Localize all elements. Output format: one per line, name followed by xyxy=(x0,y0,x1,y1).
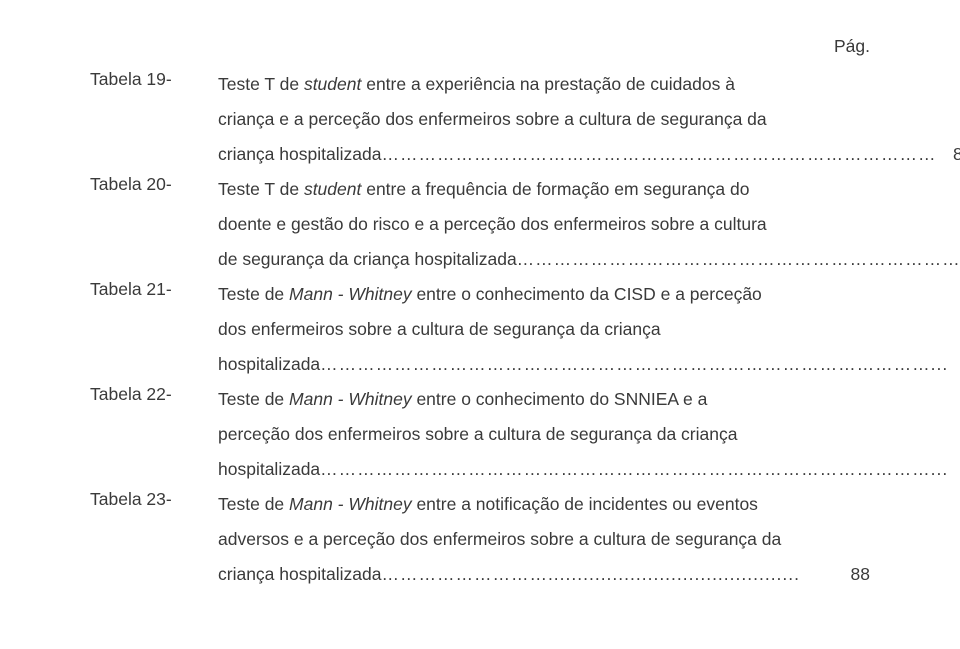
toc-text-line: doente e gestão do risco e a perceção do… xyxy=(218,207,960,242)
toc-text: Teste de Mann - Whitney entre a notifica… xyxy=(218,487,834,592)
toc-label: Tabela 21- xyxy=(90,277,218,300)
toc-text-segment: entre a frequência de formação em segura… xyxy=(361,179,749,199)
toc-text: Teste de Mann - Whitney entre o conhecim… xyxy=(218,382,948,487)
toc-page-number: 88 xyxy=(834,564,870,592)
toc-dots: ……………………………………………………………………………… xyxy=(381,137,936,172)
toc-text-segment: entre o conhecimento do SNNIEA e a xyxy=(412,389,708,409)
toc-page: Pág. Tabela 19- Teste T de student entre… xyxy=(0,0,960,612)
toc-text-segment: Teste de xyxy=(218,284,289,304)
toc-entry: Tabela 19- Teste T de student entre a ex… xyxy=(90,67,870,172)
toc-label: Tabela 20- xyxy=(90,172,218,195)
toc-text: Teste T de student entre a experiência n… xyxy=(218,67,936,172)
toc-label: Tabela 22- xyxy=(90,382,218,405)
toc-entry: Tabela 22- Teste de Mann - Whitney entre… xyxy=(90,382,870,487)
toc-dots: ………………………………………………………………………………………... xyxy=(320,347,948,382)
toc-text-line: adversos e a perceção dos enfermeiros so… xyxy=(218,522,834,557)
toc-text-italic: Mann - Whitney xyxy=(289,284,412,304)
toc-text-italic: Mann - Whitney xyxy=(289,494,412,514)
toc-dots: ………………………...............................… xyxy=(381,557,834,592)
toc-page-number: 85 xyxy=(948,354,960,382)
toc-text-lead: criança hospitalizada xyxy=(218,557,381,592)
toc-text-lead: hospitalizada xyxy=(218,452,320,487)
page-header: Pág. xyxy=(834,36,870,57)
toc-entry: Tabela 23- Teste de Mann - Whitney entre… xyxy=(90,487,870,592)
toc-text-lead: de segurança da criança hospitalizada xyxy=(218,242,517,277)
toc-text: Teste de Mann - Whitney entre o conhecim… xyxy=(218,277,948,382)
toc-text-segment: Teste T de xyxy=(218,74,304,94)
toc-text-segment: Teste de xyxy=(218,494,289,514)
toc-entry: Tabela 20- Teste T de student entre a fr… xyxy=(90,172,870,277)
toc-text-segment: entre a notificação de incidentes ou eve… xyxy=(412,494,758,514)
toc-dots: ………………………………………………………………………………………... xyxy=(320,452,948,487)
toc-text-italic: Mann - Whitney xyxy=(289,389,412,409)
toc-entry: Tabela 21- Teste de Mann - Whitney entre… xyxy=(90,277,870,382)
page-header-row: Pág. xyxy=(90,36,870,57)
toc-text-segment: entre o conhecimento da CISD e a perceçã… xyxy=(412,284,762,304)
toc-label: Tabela 23- xyxy=(90,487,218,510)
toc-text-segment: Teste de xyxy=(218,389,289,409)
toc-text-line: criança e a perceção dos enfermeiros sob… xyxy=(218,102,936,137)
toc-dots: ……………………………………………………………… xyxy=(517,242,960,277)
toc-text: Teste T de student entre a frequência de… xyxy=(218,172,960,277)
toc-page-number: 87 xyxy=(948,459,960,487)
toc-text-lead: criança hospitalizada xyxy=(218,137,381,172)
toc-page-number: 83 xyxy=(936,144,960,172)
toc-text-italic: student xyxy=(304,179,361,199)
toc-text-line: dos enfermeiros sobre a cultura de segur… xyxy=(218,312,948,347)
toc-text-lead: hospitalizada xyxy=(218,347,320,382)
toc-text-segment: Teste T de xyxy=(218,179,304,199)
toc-text-line: perceção dos enfermeiros sobre a cultura… xyxy=(218,417,948,452)
toc-text-italic: student xyxy=(304,74,361,94)
toc-text-segment: entre a experiência na prestação de cuid… xyxy=(361,74,735,94)
toc-label: Tabela 19- xyxy=(90,67,218,90)
